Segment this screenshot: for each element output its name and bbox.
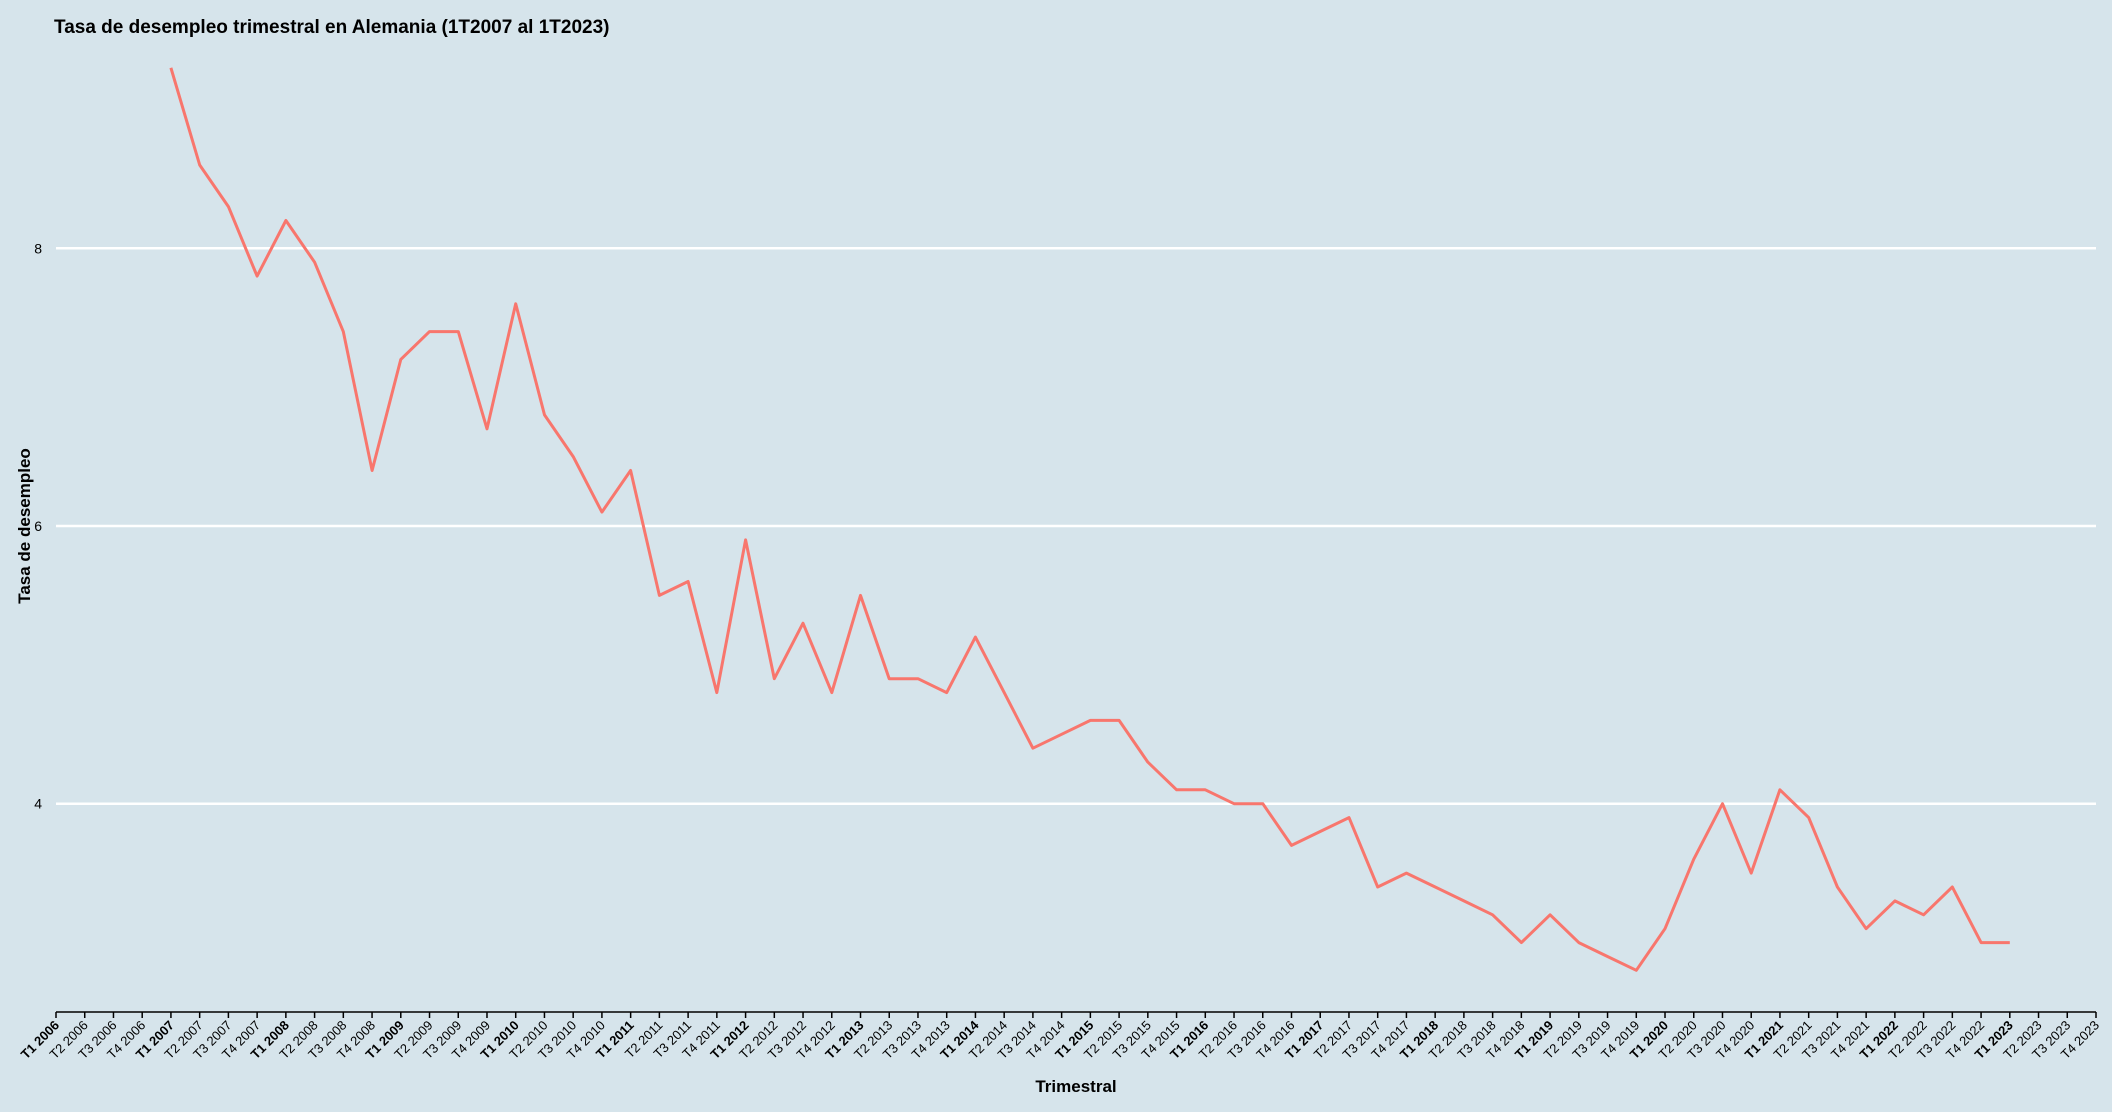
y-axis-label: Tasa de desempleo bbox=[15, 448, 34, 604]
y-tick-label-6: 6 bbox=[34, 518, 42, 534]
x-axis-label: Trimestral bbox=[1035, 1077, 1116, 1096]
series-line-0 bbox=[169, 67, 2010, 972]
chart-title: Tasa de desempleo trimestral en Alemania… bbox=[54, 17, 609, 38]
y-tick-label-8: 8 bbox=[34, 240, 42, 256]
y-tick-labels: 4 6 8 bbox=[34, 240, 42, 811]
y-tick-label-4: 4 bbox=[34, 796, 42, 812]
series-layer bbox=[169, 67, 2010, 972]
grid-lines bbox=[56, 247, 2096, 805]
